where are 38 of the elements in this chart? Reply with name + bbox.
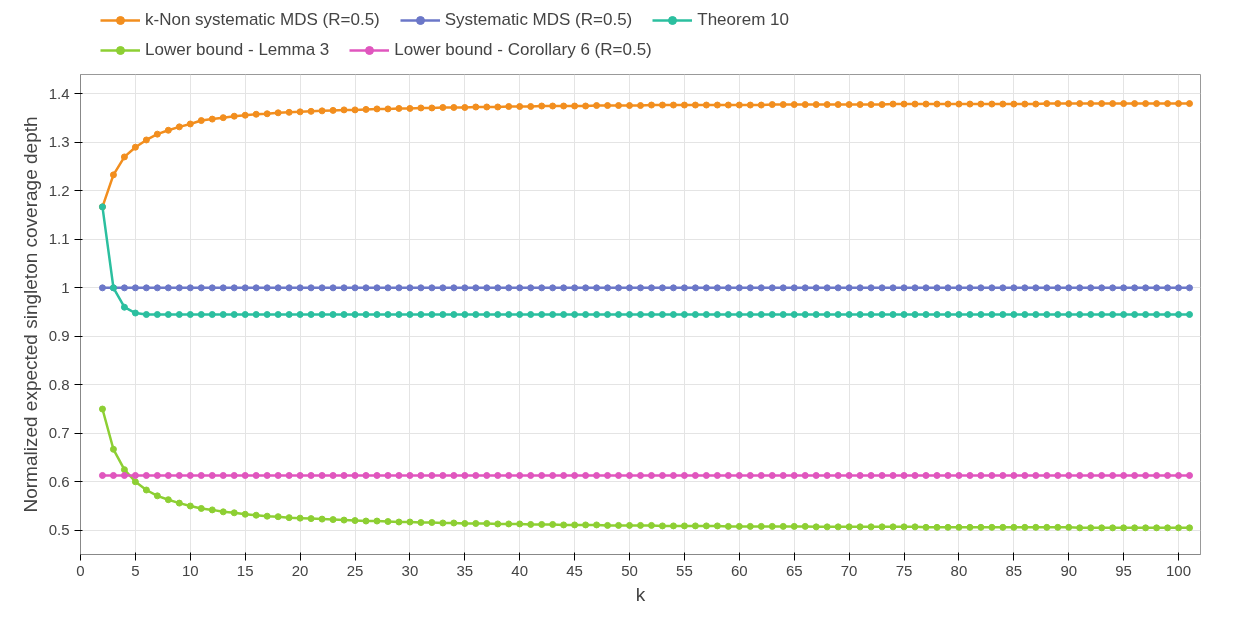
x-tick-label: 25: [346, 561, 364, 579]
y-tick-label: 0.9: [48, 327, 70, 345]
y-tick-label: 1.3: [48, 133, 70, 151]
x-tick-label: 0: [76, 561, 85, 579]
y-tick-label: 0.7: [48, 424, 70, 442]
x-tick-label: 15: [236, 561, 254, 579]
y-tick-label: 1.4: [48, 84, 70, 102]
x-tick-label: 95: [1115, 561, 1132, 579]
legend-label: Theorem 10: [697, 10, 789, 30]
x-tick-label: 35: [456, 561, 474, 579]
x-tick-label: 30: [401, 561, 419, 579]
x-tick-label: 10: [181, 561, 199, 579]
legend-label: k-Non systematic MDS (R=0.5): [145, 10, 380, 30]
legend-label: Lower bound - Corollary 6 (R=0.5): [394, 40, 652, 60]
x-tick-label: 80: [950, 561, 968, 579]
x-tick-label: 90: [1060, 561, 1078, 579]
x-tick-label: 85: [1005, 561, 1023, 579]
legend-label: Systematic MDS (R=0.5): [444, 10, 633, 30]
y-tick-label: 1: [61, 278, 70, 296]
x-tick-label: 20: [291, 561, 309, 579]
y-tick-label: 0.5: [48, 521, 70, 539]
x-tick-label: 45: [566, 561, 583, 579]
y-tick-label: 1.2: [48, 181, 70, 199]
legend-label: Lower bound - Lemma 3: [145, 40, 330, 60]
x-axis-title: k: [635, 583, 646, 605]
x-tick-label: 5: [131, 561, 140, 579]
y-tick-label: 1.1: [48, 230, 70, 248]
y-axis-title: Normalized expected singleton coverage depth: [19, 116, 41, 513]
x-tick-label: 50: [621, 561, 638, 579]
x-tick-label: 75: [895, 561, 913, 579]
y-tick-label: 0.8: [48, 375, 70, 393]
x-tick-label: 40: [511, 561, 529, 579]
x-tick-label: 65: [785, 561, 803, 579]
x-tick-label: 70: [840, 561, 858, 579]
x-tick-label: 55: [676, 561, 693, 579]
x-tick-label: 60: [730, 561, 748, 579]
y-tick-label: 0.6: [48, 472, 70, 490]
x-tick-label: 100: [1166, 561, 1192, 579]
